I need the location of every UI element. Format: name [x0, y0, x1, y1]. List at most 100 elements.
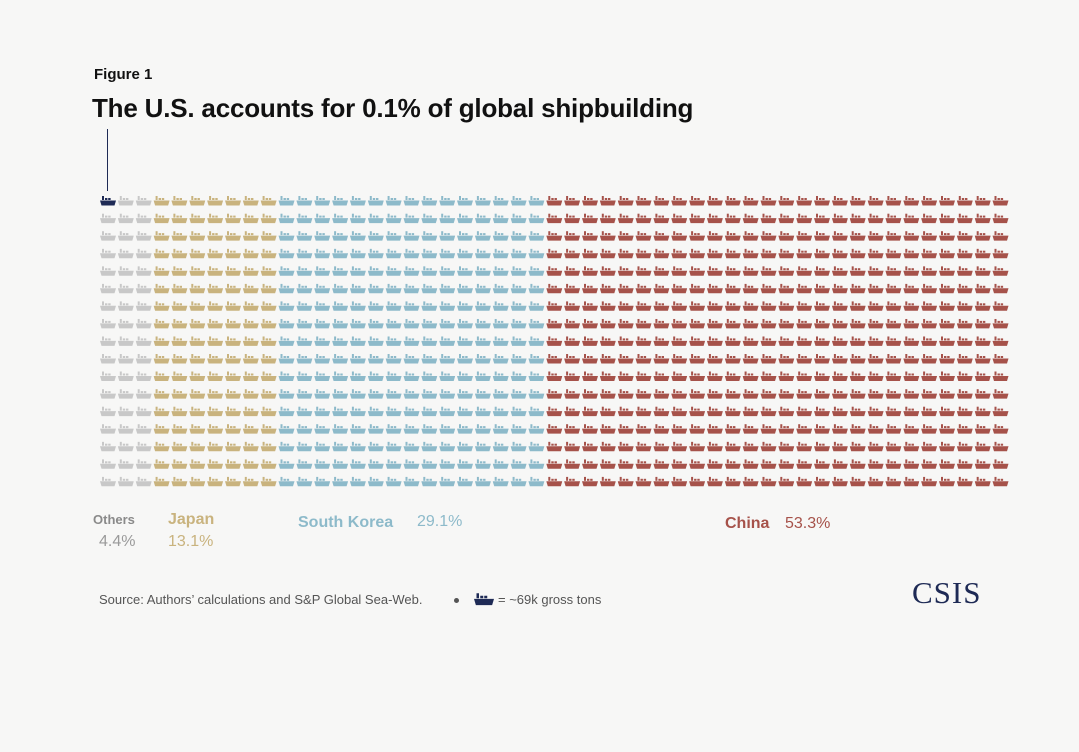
waffle-cell-china [849, 476, 866, 487]
waffle-cell-china [599, 248, 616, 259]
waffle-cell-south-korea [474, 459, 491, 469]
waffle-cell-china [599, 196, 616, 206]
waffle-cell-south-korea [332, 459, 349, 469]
waffle-cell-japan [189, 459, 206, 469]
waffle-cell-south-korea [528, 213, 545, 224]
waffle-cell-china [617, 231, 634, 241]
waffle-cell-china [814, 196, 830, 206]
waffle-cell-south-korea [421, 231, 438, 241]
waffle-cell-china [939, 248, 955, 259]
waffle-cell-china [582, 441, 598, 452]
waffle-cell-china [671, 283, 688, 294]
waffle-cell-china [617, 283, 634, 294]
waffle-cell-japan [225, 231, 241, 241]
waffle-cell-south-korea [403, 231, 420, 241]
waffle-cell-south-korea [457, 354, 473, 364]
waffle-cell-china [671, 459, 688, 469]
waffle-cell-china [778, 301, 795, 311]
waffle-cell-south-korea [349, 354, 366, 364]
waffle-cell-china [814, 283, 830, 294]
waffle-cell-china [831, 459, 848, 469]
waffle-cell-japan [153, 301, 170, 311]
waffle-cell-china [742, 336, 759, 346]
legend-value-south-korea: 29.1% [417, 513, 463, 530]
waffle-cell-china [885, 441, 902, 452]
waffle-cell-china [903, 459, 920, 469]
waffle-cell-china [546, 459, 563, 469]
waffle-cell-japan [260, 424, 277, 434]
waffle-cell-china [653, 424, 670, 434]
waffle-cell-china [564, 336, 581, 346]
waffle-cell-others [135, 371, 152, 381]
waffle-cell-china [885, 283, 902, 294]
waffle-cell-china [849, 283, 866, 294]
waffle-cell-china [867, 231, 884, 241]
waffle-cell-china [796, 459, 813, 469]
waffle-cell-china [974, 301, 991, 311]
waffle-cell-japan [207, 424, 224, 434]
waffle-cell-south-korea [439, 371, 456, 381]
waffle-cell-china [831, 266, 848, 276]
waffle-cell-south-korea [314, 283, 331, 294]
waffle-cell-others [135, 283, 152, 294]
waffle-cell-china [724, 476, 741, 487]
waffle-cell-south-korea [421, 424, 438, 434]
waffle-cell-china [653, 213, 670, 224]
waffle-cell-china [867, 459, 884, 469]
waffle-cell-others [100, 389, 116, 399]
waffle-cell-china [635, 231, 652, 241]
waffle-cell-japan [242, 476, 259, 487]
waffle-cell-japan [189, 248, 206, 259]
waffle-cell-china [974, 476, 991, 487]
waffle-cell-china [778, 336, 795, 346]
waffle-cell-south-korea [332, 283, 349, 294]
waffle-cell-south-korea [332, 424, 349, 434]
waffle-cell-china [885, 213, 902, 224]
waffle-cell-japan [153, 248, 170, 259]
waffle-cell-china [742, 476, 759, 487]
waffle-cell-south-korea [314, 248, 331, 259]
waffle-cell-south-korea [278, 231, 295, 241]
waffle-cell-japan [189, 424, 206, 434]
separator-dot [454, 598, 459, 603]
waffle-cell-south-korea [510, 371, 527, 381]
waffle-cell-south-korea [421, 336, 438, 346]
waffle-cell-china [724, 459, 741, 469]
waffle-cell-china [671, 354, 688, 364]
waffle-cell-south-korea [528, 424, 545, 434]
waffle-cell-south-korea [385, 248, 402, 259]
waffle-cell-south-korea [367, 371, 384, 381]
waffle-cell-china [849, 231, 866, 241]
waffle-cell-south-korea [492, 336, 509, 346]
waffle-cell-japan [225, 213, 241, 224]
waffle-cell-japan [189, 476, 206, 487]
waffle-cell-china [653, 441, 670, 452]
waffle-cell-china [671, 248, 688, 259]
waffle-cell-china [582, 248, 598, 259]
waffle-cell-china [814, 406, 830, 417]
waffle-cell-china [956, 336, 973, 346]
waffle-cell-south-korea [314, 336, 331, 346]
waffle-cell-japan [153, 424, 170, 434]
waffle-cell-japan [189, 354, 206, 364]
waffle-cell-south-korea [296, 266, 313, 276]
waffle-cell-japan [153, 441, 170, 452]
waffle-cell-china [849, 266, 866, 276]
waffle-cell-japan [153, 389, 170, 399]
waffle-cell-south-korea [457, 424, 473, 434]
waffle-cell-china [582, 371, 598, 381]
waffle-cell-china [831, 441, 848, 452]
waffle-cell-south-korea [385, 476, 402, 487]
waffle-cell-south-korea [528, 371, 545, 381]
waffle-cell-japan [260, 283, 277, 294]
waffle-cell-china [831, 248, 848, 259]
waffle-cell-south-korea [314, 459, 331, 469]
waffle-cell-south-korea [278, 196, 295, 206]
waffle-cell-china [689, 459, 706, 469]
waffle-cell-china [617, 371, 634, 381]
waffle-cell-china [849, 459, 866, 469]
waffle-cell-south-korea [403, 476, 420, 487]
waffle-cell-south-korea [492, 248, 509, 259]
waffle-cell-south-korea [528, 459, 545, 469]
waffle-cell-china [564, 196, 581, 206]
